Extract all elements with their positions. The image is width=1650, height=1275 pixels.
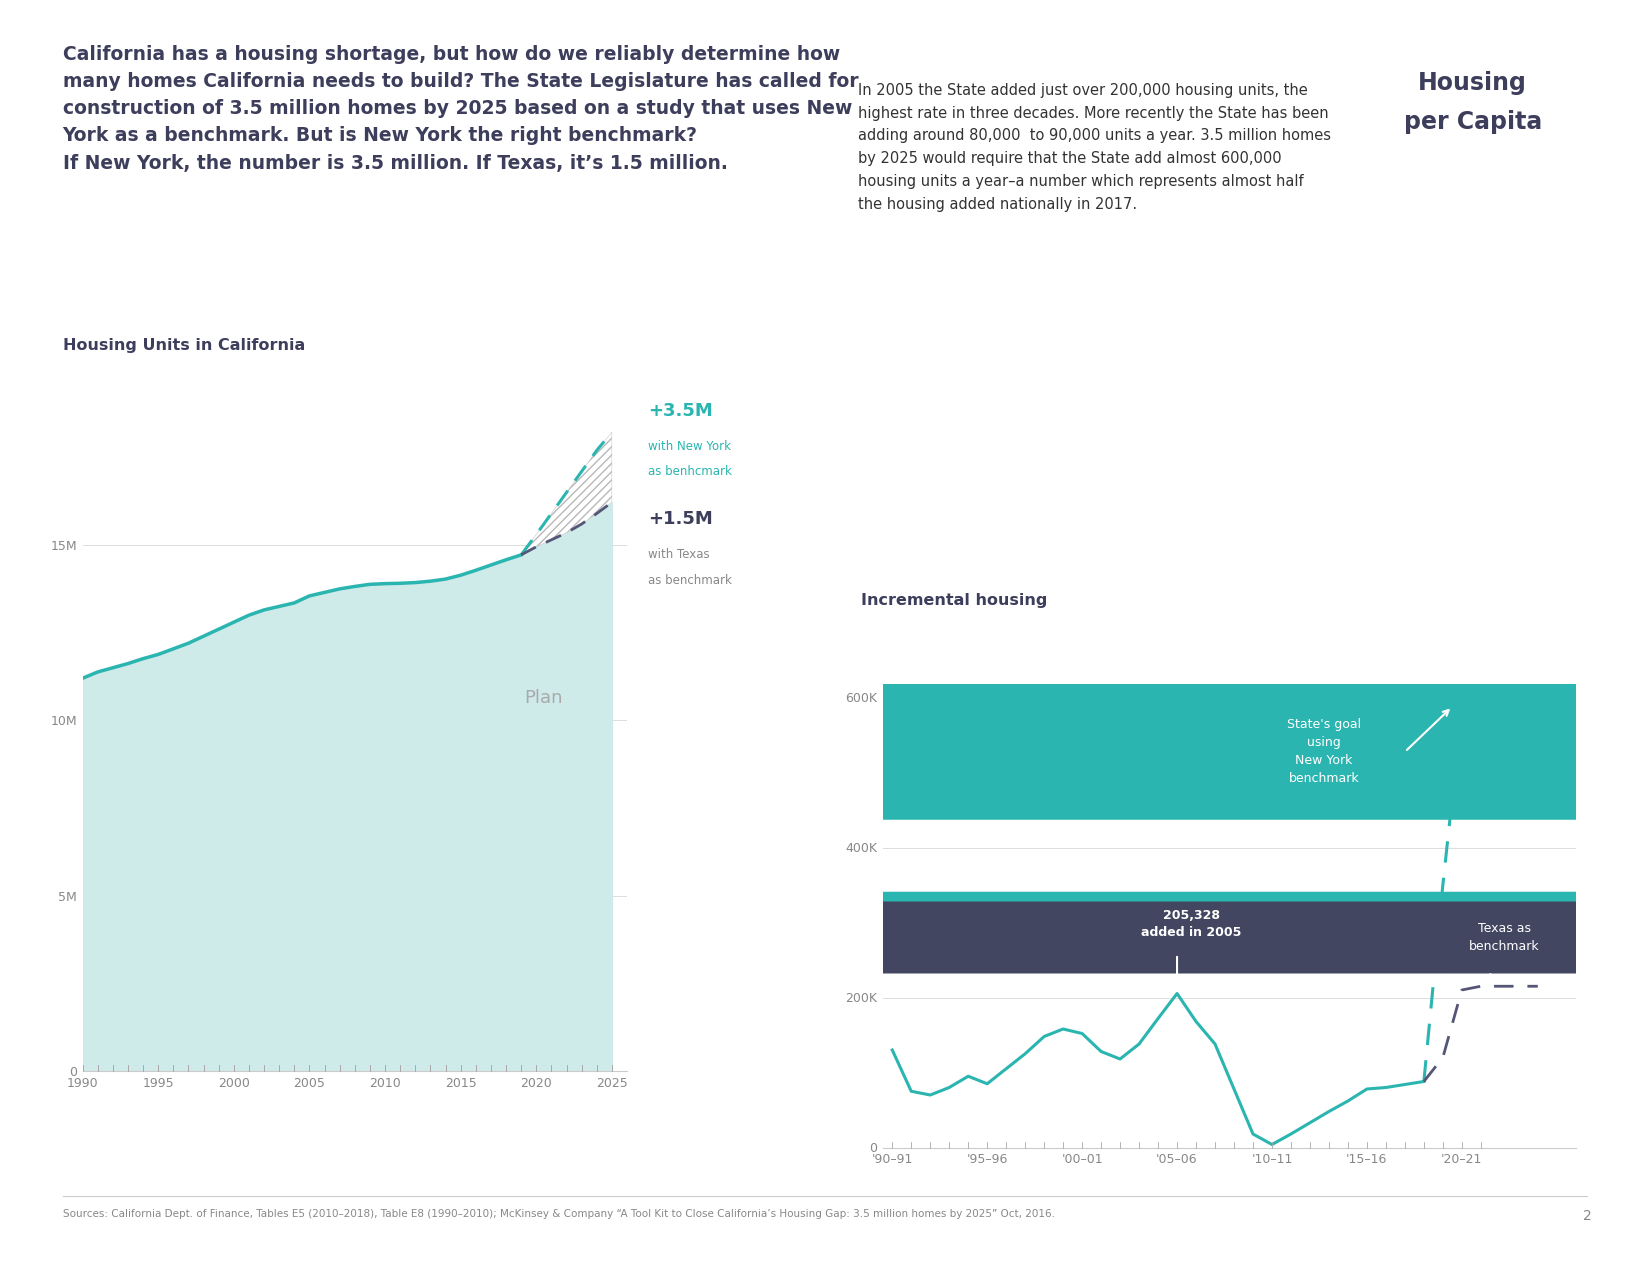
- Text: 205,328
added in 2005: 205,328 added in 2005: [1142, 909, 1241, 938]
- Text: Sources: California Dept. of Finance, Tables E5 (2010–2018), Table E8 (1990–2010: Sources: California Dept. of Finance, Ta…: [63, 1209, 1054, 1219]
- Text: +3.5M: +3.5M: [648, 402, 713, 419]
- Text: In 2005 the State added just over 200,000 housing units, the
highest rate in thr: In 2005 the State added just over 200,00…: [858, 83, 1332, 212]
- FancyBboxPatch shape: [0, 891, 1650, 956]
- Text: State's goal
using
New York
benchmark: State's goal using New York benchmark: [1287, 718, 1361, 785]
- FancyBboxPatch shape: [0, 901, 1650, 974]
- Text: as benhcmark: as benhcmark: [648, 465, 733, 478]
- Text: with Texas: with Texas: [648, 548, 710, 561]
- Text: 2: 2: [1584, 1209, 1592, 1223]
- Text: Plan: Plan: [525, 688, 563, 706]
- FancyBboxPatch shape: [0, 683, 1650, 820]
- Text: Texas as
benchmark: Texas as benchmark: [1468, 923, 1539, 952]
- Text: as benchmark: as benchmark: [648, 574, 733, 586]
- Text: Housing
per Capita: Housing per Capita: [1404, 71, 1541, 134]
- Text: Incremental housing: Incremental housing: [861, 593, 1048, 608]
- Text: Housing Units in California: Housing Units in California: [63, 338, 305, 353]
- Text: California has a housing shortage, but how do we reliably determine how
many hom: California has a housing shortage, but h…: [63, 45, 858, 172]
- Text: +1.5M: +1.5M: [648, 510, 713, 528]
- Text: with New York: with New York: [648, 440, 731, 453]
